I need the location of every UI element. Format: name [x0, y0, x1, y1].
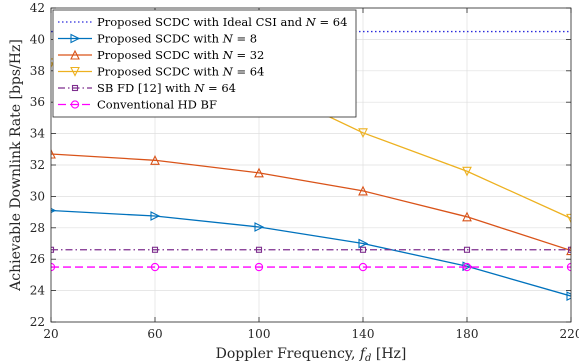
data-point — [51, 246, 55, 253]
y-tick-label: 22 — [30, 315, 45, 329]
legend-label: Conventional HD BF — [97, 98, 217, 112]
y-tick-label: 42 — [30, 1, 45, 15]
legend-label: Proposed SCDC with Ideal CSI and N = 64 — [97, 15, 347, 29]
data-point — [462, 262, 472, 272]
x-axis-label-sub: d — [365, 353, 371, 364]
y-tick-label: 32 — [30, 158, 45, 172]
legend-item: Proposed SCDC with N = 32 — [58, 48, 264, 62]
legend-item: Proposed SCDC with N = 8 — [58, 32, 257, 46]
data-point — [254, 167, 264, 178]
data-point — [254, 222, 265, 232]
legend-label: SB FD [12] with N = 64 — [97, 81, 236, 95]
data-point — [359, 246, 367, 253]
data-point — [358, 128, 368, 139]
legend-item: Conventional HD BF — [58, 98, 217, 112]
data-point — [567, 246, 571, 253]
data-point — [150, 211, 161, 221]
data-point — [358, 262, 368, 272]
series-4 — [51, 246, 571, 253]
y-tick-label: 40 — [30, 32, 45, 46]
x-tick-label: 140 — [352, 327, 375, 341]
legend-item: Proposed SCDC with Ideal CSI and N = 64 — [58, 15, 347, 29]
data-point — [358, 238, 369, 249]
axis-ticks: 22 24 26 28 30 32 34 36 38 40 42 20 60 100 140 180 220 — [30, 1, 579, 341]
legend-marker — [70, 66, 80, 77]
legend-label: Proposed SCDC with N = 64 — [97, 65, 264, 79]
y-tick-label: 28 — [30, 221, 45, 235]
y-tick-label: 24 — [30, 284, 46, 298]
legend-marker — [70, 33, 81, 44]
legend-label: Proposed SCDC with N = 8 — [97, 32, 257, 46]
x-tick-label: 220 — [560, 327, 579, 341]
data-point — [150, 155, 160, 165]
y-tick-label: 26 — [30, 252, 45, 266]
y-axis-label: Achievable Downlink Rate [bps/Hz] — [8, 39, 24, 292]
x-tick-label: 20 — [43, 327, 58, 341]
legend-label: Proposed SCDC with N = 32 — [97, 48, 264, 62]
data-point — [254, 262, 264, 272]
data-point — [51, 148, 56, 159]
data-point — [462, 211, 472, 222]
legend-item: SB FD [12] with N = 64 — [58, 81, 236, 95]
data-point — [255, 246, 263, 253]
data-point — [566, 291, 571, 301]
data-point — [566, 213, 571, 224]
data-point — [462, 166, 472, 177]
legend-marker — [70, 49, 80, 60]
x-tick-label: 100 — [248, 327, 271, 341]
y-tick-label: 38 — [30, 64, 45, 78]
series-line — [51, 209, 571, 297]
data-point — [566, 262, 571, 272]
y-tick-label: 30 — [30, 189, 45, 203]
data-point — [463, 246, 471, 253]
data-point — [358, 185, 368, 196]
data-point — [150, 262, 160, 272]
data-point — [151, 246, 159, 253]
legend-item: Proposed SCDC with N = 64 — [58, 65, 264, 79]
y-tick-label: 34 — [30, 127, 46, 141]
x-axis-label: Doppler Frequency, fd [Hz] — [216, 346, 407, 364]
x-tick-label: 180 — [456, 327, 479, 341]
legend: Proposed SCDC with Ideal CSI and N = 64 P… — [52, 9, 357, 118]
legend-marker — [71, 84, 79, 92]
series-1 — [51, 207, 571, 301]
x-tick-label: 60 — [147, 327, 162, 341]
legend-box — [52, 9, 357, 118]
legend-marker — [70, 100, 80, 109]
y-tick-label: 36 — [30, 95, 45, 109]
x-axis-label-var: f — [359, 346, 368, 362]
series-line — [51, 153, 571, 252]
